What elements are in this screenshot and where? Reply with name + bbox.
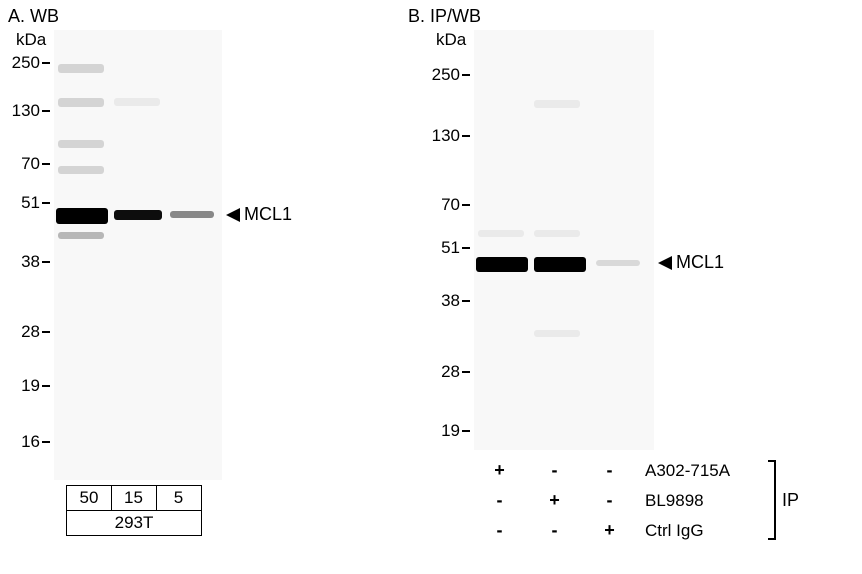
tick-a-3: 51 <box>10 193 50 213</box>
tick-a-4: 38 <box>10 252 50 272</box>
panel-b-blot <box>474 30 654 450</box>
arrow-icon <box>226 208 240 222</box>
ip-bracket <box>768 460 776 540</box>
tick-b-1: 130 <box>430 126 470 146</box>
band-b-lane3 <box>596 260 640 266</box>
tick-a-0: 250 <box>10 53 50 73</box>
panel-a-title: A. WB <box>8 6 59 27</box>
tick-b-3: 51 <box>430 238 470 258</box>
panel-a-target-text: MCL1 <box>244 204 292 225</box>
panel-a: A. WB kDa 250 130 70 51 38 28 19 16 MCL1… <box>0 0 400 574</box>
band-ns-a1 <box>58 64 104 73</box>
sample-a: 293T <box>66 510 202 536</box>
ip-row-1: - + - BL9898 <box>472 490 704 511</box>
panel-a-unit: kDa <box>16 30 46 50</box>
panel-b-title: B. IP/WB <box>408 6 481 27</box>
tick-b-2: 70 <box>430 195 470 215</box>
tick-a-1: 130 <box>10 101 50 121</box>
band-ns-b3 <box>534 230 580 237</box>
lane-a-2: 15 <box>111 485 157 511</box>
ip-row-0: + - - A302-715A <box>472 460 730 481</box>
band-b-lane1 <box>476 257 528 272</box>
tick-a-7: 16 <box>10 432 50 452</box>
lane-a-1: 50 <box>66 485 112 511</box>
ip-name-0: A302-715A <box>645 461 730 481</box>
tick-b-0: 250 <box>430 65 470 85</box>
panel-b-target-label: MCL1 <box>658 252 724 273</box>
panel-a-blot <box>54 30 222 480</box>
ip-name-2: Ctrl IgG <box>645 521 704 541</box>
panel-b-unit: kDa <box>436 30 466 50</box>
ip-row-2: - - + Ctrl IgG <box>472 520 704 541</box>
band-ns-a2 <box>58 98 104 107</box>
band-ns-a4 <box>58 166 104 174</box>
band-a-lane2 <box>114 210 162 220</box>
band-ns-b4 <box>534 330 580 337</box>
band-ns-a3 <box>58 140 104 148</box>
tick-b-4: 38 <box>430 291 470 311</box>
lane-a-3: 5 <box>156 485 202 511</box>
band-ns-a5 <box>114 98 160 106</box>
band-a-lane3 <box>170 211 214 218</box>
tick-b-5: 28 <box>430 362 470 382</box>
ip-name-1: BL9898 <box>645 491 704 511</box>
tick-a-6: 19 <box>10 376 50 396</box>
tick-a-5: 28 <box>10 322 50 342</box>
band-a-lane1 <box>56 208 108 224</box>
tick-a-2: 70 <box>10 154 50 174</box>
band-b-lane2 <box>534 257 586 272</box>
band-ns-b1 <box>534 100 580 108</box>
ip-group-label: IP <box>782 490 799 511</box>
band-ns-b2 <box>478 230 524 237</box>
panel-a-target-label: MCL1 <box>226 204 292 225</box>
arrow-icon <box>658 256 672 270</box>
band-a-lane1-low <box>58 232 104 239</box>
panel-b: B. IP/WB kDa 250 130 70 51 38 28 19 MCL1… <box>400 0 862 574</box>
panel-b-target-text: MCL1 <box>676 252 724 273</box>
tick-b-6: 19 <box>430 421 470 441</box>
